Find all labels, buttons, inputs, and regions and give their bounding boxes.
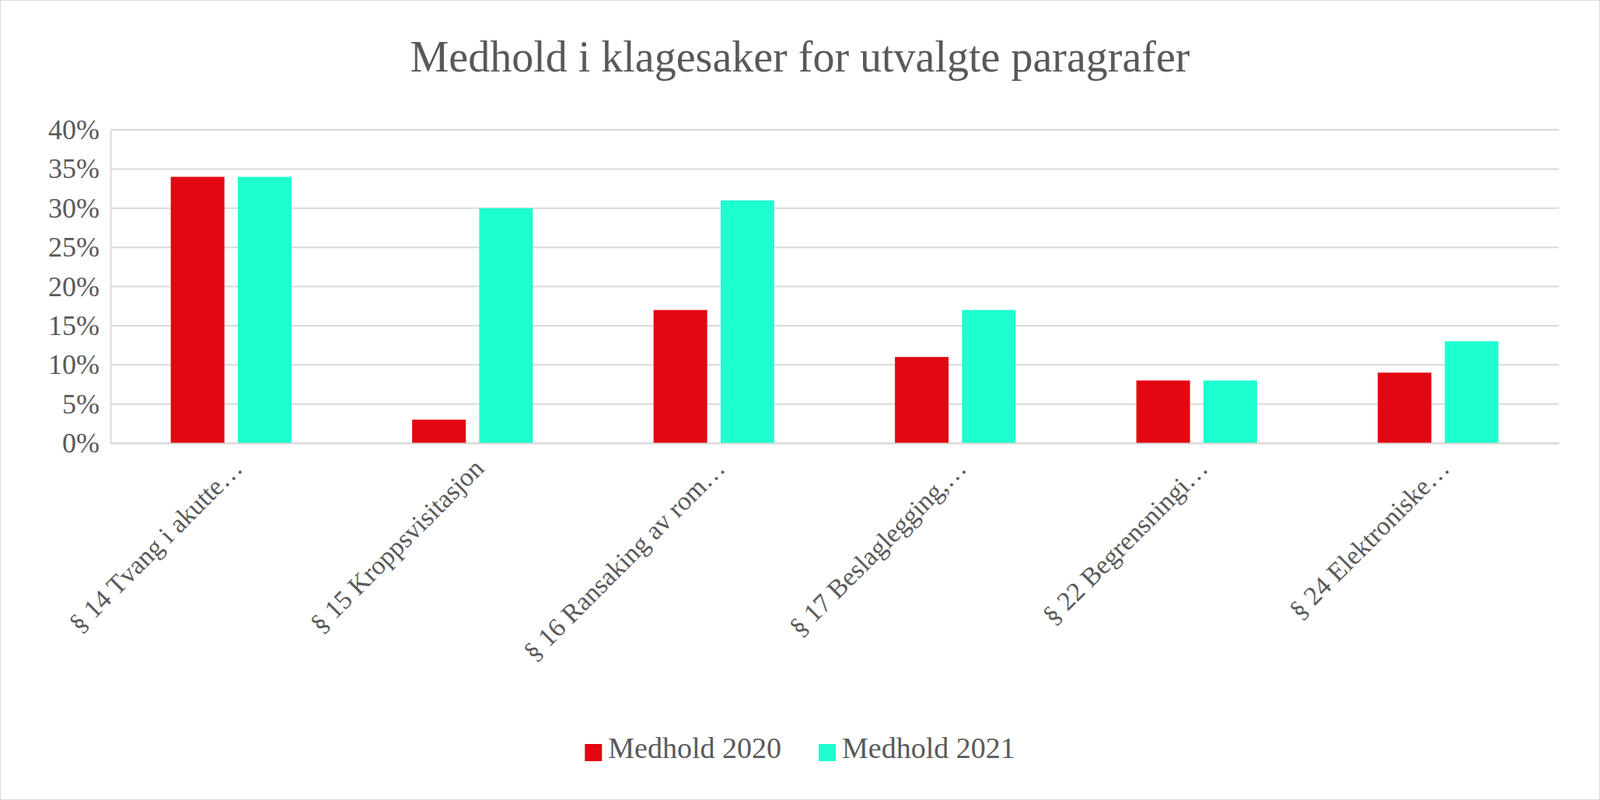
y-tick-label: 25% — [48, 231, 100, 263]
grid — [110, 129, 1559, 444]
x-tick-label: § 15 Kroppsvisitasjon — [304, 453, 490, 638]
grid-line — [110, 442, 1559, 444]
bar — [894, 356, 949, 444]
grid-line — [110, 286, 1559, 288]
y-tick: 25% — [48, 231, 111, 263]
bar — [653, 310, 708, 444]
bar — [961, 310, 1016, 444]
y-tick-label: 30% — [48, 192, 100, 224]
bar — [1203, 380, 1258, 444]
bar — [1136, 380, 1191, 444]
legend-swatch — [818, 744, 836, 762]
y-tick: 30% — [48, 192, 111, 224]
x-tick-label: § 17 Beslaglegging,… — [783, 453, 972, 642]
plot: 0% 5% 10% 15% 20% 25% 30% 35% 40% § 14 Tvang i ak… — [48, 114, 1560, 666]
x-tick-label: § 14 Tvang i akutte… — [63, 453, 249, 638]
x-axis: § 14 Tvang i akutte… § 15 Kroppsvisitasjo… — [63, 443, 1560, 666]
grid-line — [110, 363, 1559, 366]
x-tick-label: § 22 Begrensningi… — [1037, 453, 1213, 629]
bar — [412, 419, 466, 444]
y-tick-label: 15% — [48, 310, 100, 342]
grid-line — [110, 246, 1559, 249]
y-tick: 0% — [62, 427, 111, 459]
y-tick: 20% — [48, 271, 111, 303]
x-tick: § 16 Ransaking av rom… — [517, 443, 731, 666]
legend-label: Medhold 2020 — [607, 731, 782, 765]
x-tick: § 24 Elektroniske… — [1283, 443, 1455, 625]
grid-line — [110, 207, 1559, 210]
grid-line — [110, 324, 1559, 327]
y-tick-label: 20% — [48, 271, 100, 303]
bar — [478, 208, 533, 444]
y-tick-label: 35% — [48, 153, 100, 185]
bar — [720, 200, 775, 444]
legend-item: Medhold 2020 — [584, 731, 782, 765]
grid-line — [110, 129, 1559, 131]
grid-line — [110, 167, 1559, 170]
grid-line — [110, 403, 1559, 406]
chart-frame — [0, 0, 1600, 800]
x-tick: § 14 Tvang i akutte… — [63, 443, 249, 638]
y-tick: 15% — [48, 310, 111, 342]
bar-series — [237, 176, 1499, 444]
legend: Medhold 2020 Medhold 2021 — [584, 731, 1015, 765]
bar — [1377, 372, 1432, 444]
x-tick: § 17 Beslaglegging,… — [783, 443, 972, 642]
chart: Medhold i klagesaker for utvalgte paragr… — [0, 0, 1600, 800]
y-tick-label: 10% — [48, 349, 100, 381]
y-tick: 40% — [48, 114, 111, 146]
x-tick-label: § 24 Elektroniske… — [1283, 453, 1455, 625]
y-tick-label: 40% — [48, 114, 100, 146]
x-tick: § 22 Begrensningi… — [1037, 443, 1213, 630]
y-tick: 10% — [48, 349, 111, 381]
x-axis-line — [111, 443, 1560, 445]
bars — [171, 176, 1499, 444]
bar — [171, 176, 225, 444]
y-tick-label: 5% — [62, 388, 100, 420]
bar-series — [171, 176, 1433, 444]
y-tick: 35% — [48, 153, 111, 185]
y-axis: 0% 5% 10% 15% 20% 25% 30% 35% 40% — [48, 114, 112, 459]
bar — [237, 176, 292, 444]
title: Medhold i klagesaker for utvalgte paragr… — [410, 32, 1191, 81]
legend-label: Medhold 2021 — [841, 731, 1016, 765]
y-axis-line — [110, 130, 112, 444]
y-tick-label: 0% — [62, 427, 100, 459]
y-tick: 5% — [62, 388, 111, 420]
bar — [1444, 341, 1499, 444]
legend-item: Medhold 2021 — [818, 731, 1016, 765]
x-tick: § 15 Kroppsvisitasjon — [304, 443, 490, 638]
x-tick-label: § 16 Ransaking av rom… — [517, 453, 731, 666]
legend-swatch — [584, 744, 602, 762]
